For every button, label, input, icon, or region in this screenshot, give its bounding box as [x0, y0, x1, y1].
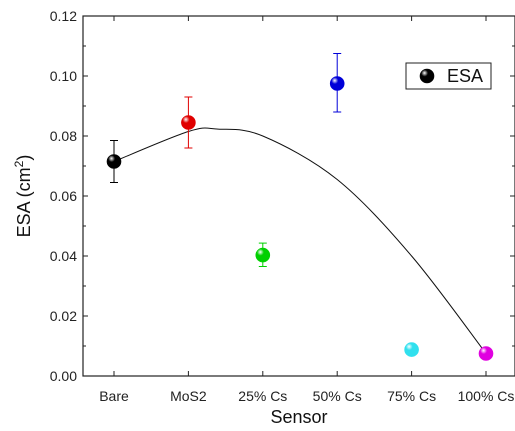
y-tick-label: 0.02: [50, 308, 77, 324]
y-tick-label: 0.06: [50, 188, 77, 204]
legend: ESA: [405, 62, 492, 90]
y-tick-label: 0.08: [50, 128, 77, 144]
x-tick-label: 100% Cs: [458, 388, 515, 404]
legend-label: ESA: [447, 66, 483, 86]
y-tick-label: 0.00: [50, 368, 77, 384]
y-axis-title-end: ): [14, 155, 34, 161]
x-tick-label: 25% Cs: [238, 388, 287, 404]
data-point: [478, 346, 494, 361]
x-tick-labels: Bare MoS2 25% Cs 50% Cs 75% Cs 100% Cs: [99, 388, 514, 404]
data-points: [106, 76, 494, 361]
plot-frame: [82, 15, 515, 377]
y-tick-labels: 0.00 0.02 0.04 0.06 0.08 0.10 0.12: [50, 8, 77, 384]
y-tick-label: 0.10: [50, 68, 77, 84]
y-axis-title-sup: 2: [12, 160, 26, 167]
data-point: [404, 342, 419, 357]
x-tick-label: Bare: [99, 388, 129, 404]
x-tick-label: 50% Cs: [313, 388, 362, 404]
data-point: [181, 115, 196, 130]
y-tick-label: 0.04: [50, 248, 77, 264]
legend-marker: [419, 68, 435, 84]
fit-curve: [113, 127, 487, 354]
x-tick-label: MoS2: [170, 388, 207, 404]
data-point: [255, 247, 271, 263]
data-point: [106, 154, 122, 169]
y-axis-title: ESA (cm2): [12, 155, 34, 238]
x-tick-label: 75% Cs: [387, 388, 436, 404]
y-tick-label: 0.12: [50, 8, 77, 24]
error-bars: [110, 53, 342, 267]
data-point: [329, 76, 345, 91]
x-axis-title: Sensor: [270, 407, 327, 427]
